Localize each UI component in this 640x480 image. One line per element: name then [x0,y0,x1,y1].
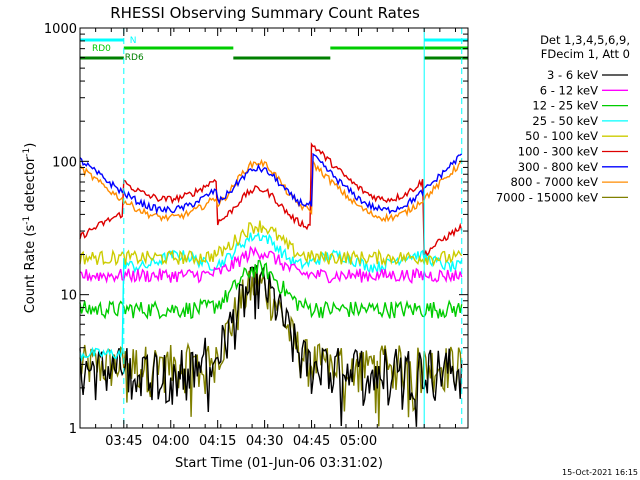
legend-label: 50 - 100 keV [525,129,598,143]
legend-label: 800 - 7000 keV [510,175,598,189]
legend-header-1: Det 1,3,4,5,6,9, [540,33,630,47]
y-axis-label: Count Rate (s-1 detector-1) [22,143,38,314]
legend-label: 7000 - 15000 keV [496,190,598,204]
x-axis-label: Start Time (01-Jun-06 03:31:02) [175,456,383,471]
legend-label: 12 - 25 keV [532,99,598,113]
x-tick-label: 04:15 [199,434,236,449]
timestamp: 15-Oct-2021 16:15 [562,468,638,477]
flag-label: RD0 [92,44,111,54]
axis-ticks: 03:45 04:00 04:15 04:30 04:45 05:00 1 10 100 1000 [44,22,468,449]
x-tick-label: 03:45 [105,434,142,449]
legend-label: 6 - 12 keV [540,83,598,97]
legend-label: 300 - 800 keV [518,160,598,174]
series-layer [79,142,463,427]
y-tick-label: 1000 [44,22,77,37]
flags-layer: N RD0 RD6 [80,36,468,63]
x-tick-label: 05:00 [340,434,377,449]
x-tick-label: 04:45 [293,434,330,449]
y-tick-label: 1 [69,422,77,437]
legend-label: 25 - 50 keV [532,114,598,128]
x-tick-label: 04:30 [246,434,283,449]
x-tick-label: 04:00 [152,434,189,449]
flag-label: RD6 [125,53,144,63]
flag-label: N [130,36,137,46]
series-line [79,245,463,285]
legend: Det 1,3,4,5,6,9, FDecim 1, Att 0 3 - 6 k… [496,33,630,204]
legend-header-2: FDecim 1, Att 0 [541,47,630,61]
series-line [79,259,463,320]
legend-label: 3 - 6 keV [547,68,598,82]
series-line [79,220,463,267]
series-line [79,265,463,427]
y-tick-label: 10 [60,289,77,304]
y-tick-label: 100 [52,155,77,170]
series-line [79,158,463,223]
plot-frame [79,27,469,429]
legend-label: 100 - 300 keV [518,145,598,159]
chart-title: RHESSI Observing Summary Count Rates [110,4,420,22]
series-line [79,270,463,427]
series-line [79,142,463,257]
series-line [79,152,463,215]
